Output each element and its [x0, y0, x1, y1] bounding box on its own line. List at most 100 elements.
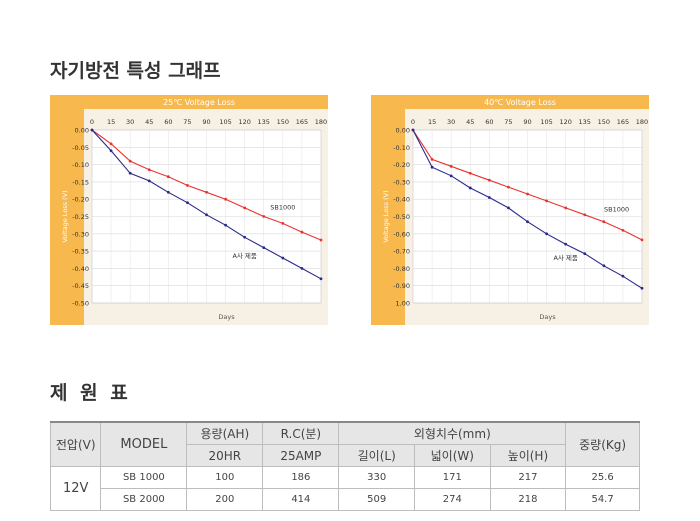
data-point: [583, 213, 587, 217]
y-tick-label: -0.05: [72, 144, 89, 152]
x-tick-label: 0: [411, 118, 415, 126]
y-axis-label: Voltage Loss (V): [382, 190, 390, 242]
series-annotation: SB1000: [604, 205, 629, 213]
x-tick-label: 135: [258, 118, 270, 126]
x-axis-label: Days: [539, 313, 556, 321]
data-point: [109, 142, 113, 146]
table-row: 12V SB 1000 100 186 330 171 217 25.6: [49, 466, 640, 511]
data-point: [243, 206, 247, 210]
cell-height: 217: [489, 466, 567, 489]
data-point: [449, 174, 453, 178]
data-point: [583, 252, 587, 256]
th-capacity-sub: 20HR: [186, 444, 264, 467]
data-point: [205, 213, 208, 217]
y-tick-label: -0.80: [393, 265, 410, 273]
data-point: [166, 190, 170, 194]
chart-25c: 25℃ Voltage Loss 0.00 -0.05 -0.10 -0.15 -0.20…: [50, 95, 328, 325]
data-point: [507, 206, 510, 210]
spec-section-title: 제 원 표: [50, 382, 131, 404]
graph-section-title: 자기방전 특성 그래프: [50, 60, 221, 82]
spec-table: 전압(V) MODEL 용량(AH) R.C(분) 외형치수(mm) 중량(Kg…: [49, 421, 640, 511]
data-point: [319, 277, 323, 281]
x-tick-label: 120: [559, 118, 571, 126]
th-dims: 외형치수(mm): [338, 421, 567, 445]
chart-40c: 40℃ Voltage Loss 0.00 -0.10 -0.20 -0.30 -0.40…: [371, 95, 649, 325]
data-point: [526, 192, 529, 196]
x-tick-label: 150: [598, 118, 610, 126]
data-point: [468, 171, 472, 175]
data-point: [300, 230, 304, 234]
x-tick-label: 105: [540, 118, 552, 126]
table-row: SB 2000 200 414 509 274 218 54.7: [51, 488, 640, 511]
data-point: [564, 242, 568, 246]
cell-width: 274: [413, 488, 491, 511]
data-point: [319, 238, 323, 242]
x-tick-label: 150: [277, 118, 289, 126]
th-height: 높이(H): [489, 444, 567, 467]
x-tick-label: 75: [504, 118, 512, 126]
x-tick-label: 45: [145, 118, 153, 126]
data-point: [564, 206, 568, 210]
y-tick-label: -0.15: [72, 178, 89, 186]
y-tick-label: -0.10: [72, 161, 89, 169]
chart-title: 25℃ Voltage Loss: [163, 98, 235, 107]
x-tick-label: 75: [183, 118, 191, 126]
cell-length: 330: [338, 466, 415, 489]
th-length: 길이(L): [338, 444, 415, 467]
data-point: [186, 183, 189, 187]
data-point: [147, 168, 151, 172]
y-tick-label: -0.10: [393, 144, 410, 152]
data-point: [640, 286, 644, 290]
x-tick-label: 15: [428, 118, 436, 126]
x-tick-label: 30: [126, 118, 134, 126]
y-tick-label: -0.45: [72, 282, 89, 290]
y-tick-label: -0.70: [393, 248, 410, 256]
th-capacity: 용량(AH): [186, 421, 264, 445]
data-point: [90, 128, 94, 132]
y-tick-label: -0.90: [393, 282, 410, 290]
cell-voltage: 12V: [49, 466, 102, 511]
data-point: [128, 159, 132, 163]
chart-side-bar: [371, 109, 405, 325]
data-point: [602, 264, 606, 268]
x-tick-label: 60: [164, 118, 172, 126]
x-tick-label: 0: [90, 118, 94, 126]
y-tick-label: -0.60: [393, 230, 410, 238]
y-tick-label: -0.40: [393, 196, 410, 204]
data-point: [281, 256, 285, 260]
data-point: [243, 235, 247, 239]
cell-length: 509: [338, 488, 415, 511]
y-tick-label: -0.30: [72, 230, 89, 238]
data-point: [468, 186, 472, 190]
y-axis-label: Voltage Loss (V): [61, 190, 69, 242]
chart-title: 40℃ Voltage Loss: [484, 98, 556, 107]
series-annotation: A사 제품: [553, 253, 577, 262]
y-tick-label: 0.00: [75, 127, 89, 135]
chart-header-bar: [371, 95, 649, 109]
data-point: [186, 201, 189, 205]
data-point: [281, 222, 285, 225]
x-tick-label: 120: [238, 118, 250, 126]
chart-side-bar: [50, 109, 84, 325]
data-point: [602, 220, 606, 224]
x-tick-label: 90: [523, 118, 531, 126]
cell-capacity: 100: [186, 466, 264, 489]
data-point: [128, 171, 132, 175]
y-tick-label: 1.00: [396, 300, 410, 308]
chart-header-bar: [50, 95, 328, 109]
x-tick-label: 60: [485, 118, 493, 126]
data-point: [300, 267, 304, 270]
series-annotation: SB1000: [270, 204, 295, 212]
data-point: [166, 175, 170, 179]
data-point: [640, 238, 644, 242]
y-tick-label: -0.40: [72, 265, 89, 273]
x-tick-label: 165: [296, 118, 308, 126]
x-axis-label: Days: [218, 313, 235, 321]
cell-rc: 414: [262, 488, 340, 511]
cell-rc: 186: [262, 466, 340, 489]
th-width: 넓이(W): [413, 444, 491, 467]
th-rc: R.C(분): [262, 421, 340, 445]
x-tick-label: 30: [447, 118, 455, 126]
data-point: [621, 228, 625, 232]
cell-model: SB 2000: [100, 488, 188, 511]
